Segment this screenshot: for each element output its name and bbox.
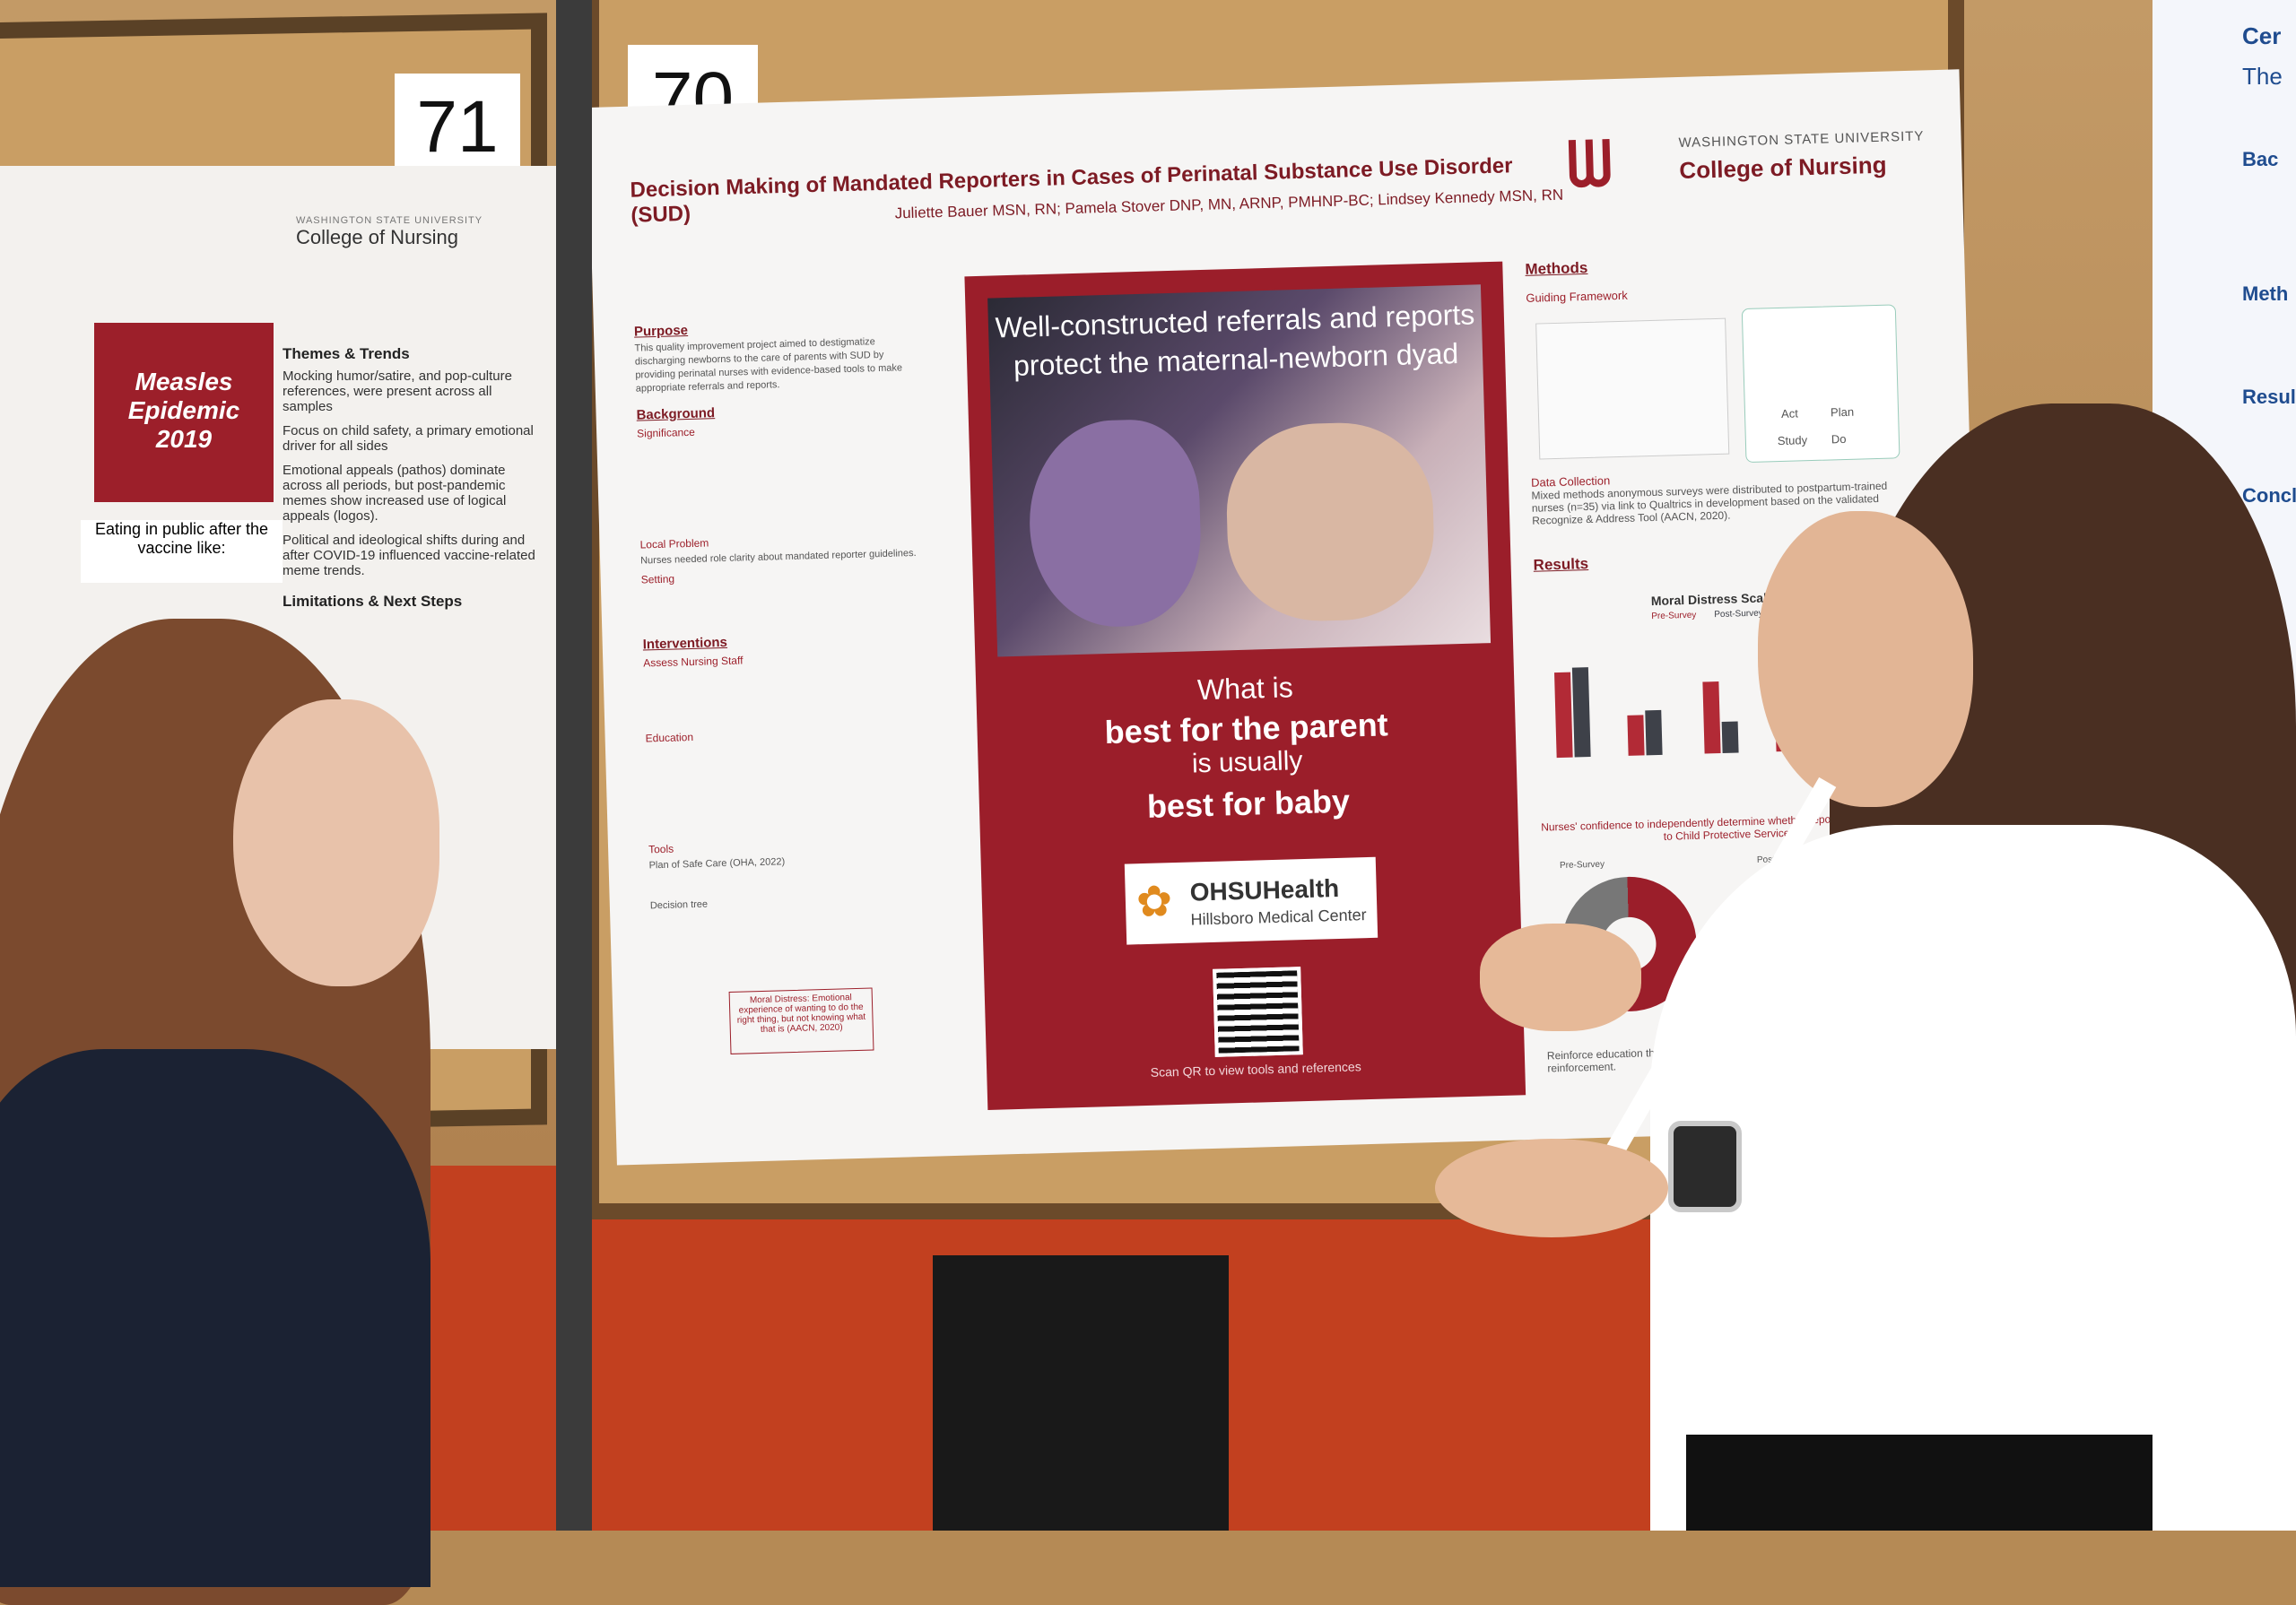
wsu-cougar-icon: ᗯ bbox=[1566, 129, 1613, 201]
theme-item: Focus on child safety, a primary emotion… bbox=[283, 423, 534, 454]
left-woman-face bbox=[233, 699, 439, 986]
poster-left-column: Purpose This quality improvement project… bbox=[633, 305, 941, 1048]
guiding-framework: Act Plan Study Do bbox=[1526, 303, 1943, 464]
pdsa-plan: Plan bbox=[1830, 404, 1855, 420]
poster-right-section: Conclu bbox=[2242, 484, 2296, 507]
poster-right-section: Bac bbox=[2242, 148, 2279, 170]
raised-hand bbox=[1480, 924, 1641, 1031]
pdsa-cycle: Act Plan Study Do bbox=[1741, 304, 1900, 464]
framework-label: Guiding Framework bbox=[1526, 288, 1628, 305]
board-number-71: 71 bbox=[395, 74, 520, 181]
theme-item: Emotional appeals (pathos) dominate acro… bbox=[283, 463, 507, 524]
chart-bar bbox=[1554, 672, 1573, 759]
donut-left-label: Pre-Survey bbox=[1559, 859, 1605, 872]
methods-heading: Methods bbox=[1525, 258, 1588, 278]
board-pole bbox=[556, 0, 592, 1531]
qr-code[interactable] bbox=[1213, 967, 1303, 1057]
ohsu-name: OHSUHealth bbox=[1189, 873, 1340, 907]
poster-right-subtitle: The bbox=[2242, 63, 2283, 90]
message-line4: best for baby bbox=[1146, 782, 1351, 825]
moral-distress-box: Moral Distress: Emotional experience of … bbox=[728, 987, 874, 1054]
qr-caption: Scan QR to view tools and references bbox=[1150, 1059, 1361, 1080]
self-care-diagram bbox=[1535, 317, 1730, 460]
photo-caption-line2: protect the maternal-newborn dyad bbox=[1013, 336, 1459, 382]
pdsa-act: Act bbox=[1780, 406, 1799, 421]
pdsa-study: Study bbox=[1777, 433, 1808, 448]
right-woman-skirt bbox=[1686, 1435, 2152, 1531]
purpose-text: This quality improvement project aimed t… bbox=[634, 336, 903, 395]
left-woman-body bbox=[0, 1049, 430, 1587]
measles-epidemic-box: Measles Epidemic 2019 bbox=[94, 323, 274, 502]
ohsu-logo: ✿ OHSUHealth Hillsboro Medical Center bbox=[1124, 856, 1378, 945]
theme-item: Mocking humor/satire, and pop-culture re… bbox=[283, 369, 512, 414]
mother-figure bbox=[1224, 420, 1437, 624]
logo-university: WASHINGTON STATE UNIVERSITY bbox=[1678, 128, 1925, 152]
epidemic-label: Epidemic bbox=[127, 396, 240, 424]
interventions-heading: Interventions bbox=[642, 634, 728, 653]
gesturing-hand bbox=[1435, 1139, 1668, 1237]
poster-71-logo: WASHINGTON STATE UNIVERSITY College of N… bbox=[296, 215, 565, 269]
chart-title: Moral Distress Scale bbox=[1650, 590, 1774, 609]
poster-right-section: Resul bbox=[2242, 386, 2296, 408]
background-person-legs bbox=[933, 1255, 1229, 1531]
year-label: 2019 bbox=[155, 425, 213, 453]
chart-bar bbox=[1702, 681, 1721, 754]
poster-71-college: College of Nursing bbox=[296, 226, 458, 248]
baby-figure bbox=[1027, 418, 1204, 629]
themes-heading: Themes & Trends bbox=[283, 345, 410, 362]
right-woman-body bbox=[1650, 825, 2296, 1531]
ohsu-sub: Hillsboro Medical Center bbox=[1190, 906, 1367, 929]
chart-bar bbox=[1721, 721, 1739, 753]
right-woman-face bbox=[1758, 511, 1973, 807]
logo-college: College of Nursing bbox=[1679, 151, 1887, 185]
chart-bar bbox=[1645, 709, 1663, 756]
theme-item: Political and ideological shifts during … bbox=[283, 533, 535, 578]
smartwatch-icon bbox=[1668, 1121, 1742, 1212]
measles-label: Measles bbox=[135, 368, 233, 395]
wsu-logo: ᗯ WASHINGTON STATE UNIVERSITY College of… bbox=[1566, 119, 1926, 210]
legend-post: Post-Survey bbox=[1714, 608, 1763, 620]
poster-center-panel: Well-constructed referrals and reports p… bbox=[964, 261, 1526, 1110]
meme-caption: Eating in public after the vaccine like: bbox=[81, 520, 283, 583]
legend-pre: Pre-Survey bbox=[1651, 610, 1697, 622]
ohsu-emblem-icon: ✿ bbox=[1135, 878, 1173, 927]
poster-71-themes: Themes & Trends Mocking humor/satire, an… bbox=[283, 345, 543, 1027]
chart-bar bbox=[1627, 715, 1645, 756]
results-heading: Results bbox=[1533, 555, 1589, 574]
background-heading: Background bbox=[636, 405, 716, 423]
poster-right-section: Meth bbox=[2242, 282, 2289, 305]
poster-71-university: WASHINGTON STATE UNIVERSITY bbox=[296, 215, 483, 226]
pdsa-do: Do bbox=[1831, 431, 1847, 447]
limitations-heading: Limitations & Next Steps bbox=[283, 593, 463, 610]
poster-right-title: Cer bbox=[2242, 22, 2282, 49]
chart-bar bbox=[1571, 667, 1591, 758]
mother-baby-photo: Well-constructed referrals and reports p… bbox=[987, 284, 1492, 657]
